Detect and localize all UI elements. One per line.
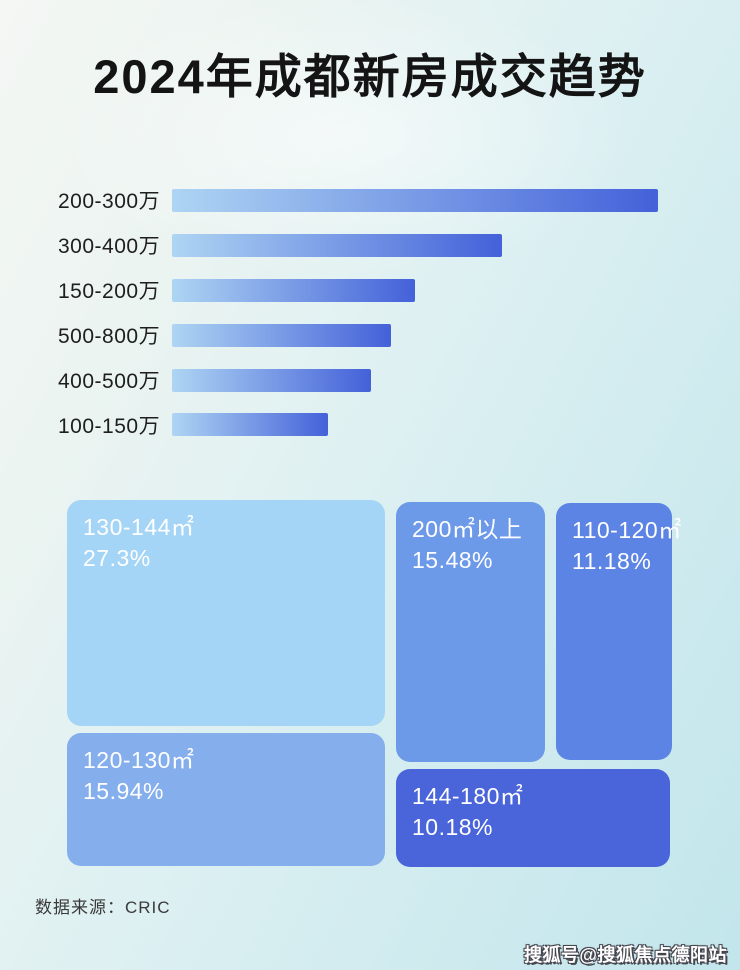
bar	[172, 278, 415, 302]
tile-label: 144-180㎡	[412, 783, 524, 809]
page-title: 2024年成都新房成交趋势	[93, 50, 647, 103]
bar	[172, 368, 372, 392]
bar-row: 100-150万	[0, 402, 740, 447]
treemap-tile: 200㎡以上 15.48%	[396, 502, 545, 762]
tile-value: 11.18%	[572, 548, 652, 574]
price-band-bar-chart: 200-300万 300-400万 150-200万 500-800万 400-500万…	[0, 178, 740, 447]
data-source-label: 数据来源：CRIC	[35, 898, 171, 917]
bar-row: 300-400万	[0, 223, 740, 268]
bar-row: 500-800万	[0, 313, 740, 358]
bar-category-label: 200-300万	[58, 190, 161, 214]
treemap-tile: 144-180㎡ 10.18%	[396, 769, 670, 867]
tile-value: 15.48%	[412, 547, 494, 573]
bar	[172, 323, 391, 347]
tile-value: 10.18%	[412, 814, 494, 840]
tile-label: 130-144㎡	[83, 514, 195, 540]
tile-value: 15.94%	[83, 778, 165, 804]
bar-category-label: 500-800万	[58, 325, 161, 349]
tile-label: 120-130㎡	[83, 747, 195, 773]
tile-label: 200㎡以上	[412, 516, 523, 542]
bar	[172, 188, 658, 212]
bar-category-label: 400-500万	[58, 370, 161, 393]
bar-category-label: 300-400万	[58, 235, 161, 259]
treemap-tile: 130-144㎡ 27.3%	[67, 500, 385, 726]
tile-value: 27.3%	[83, 545, 151, 571]
tile-label: 110-120㎡	[572, 517, 682, 543]
treemap-tile: 120-130㎡ 15.94%	[67, 733, 385, 866]
bar	[172, 413, 328, 437]
bar-category-label: 150-200万	[58, 280, 161, 304]
bar-category-label: 100-150万	[58, 414, 161, 438]
bar	[172, 233, 503, 257]
bar-row: 200-300万	[0, 178, 740, 223]
treemap-tile: 110-120㎡ 11.18%	[556, 503, 682, 760]
bar-row: 150-200万	[0, 268, 740, 313]
bar-row: 400-500万	[0, 358, 740, 403]
watermark-text: 搜狐号@搜狐焦点德阳站	[523, 945, 727, 965]
